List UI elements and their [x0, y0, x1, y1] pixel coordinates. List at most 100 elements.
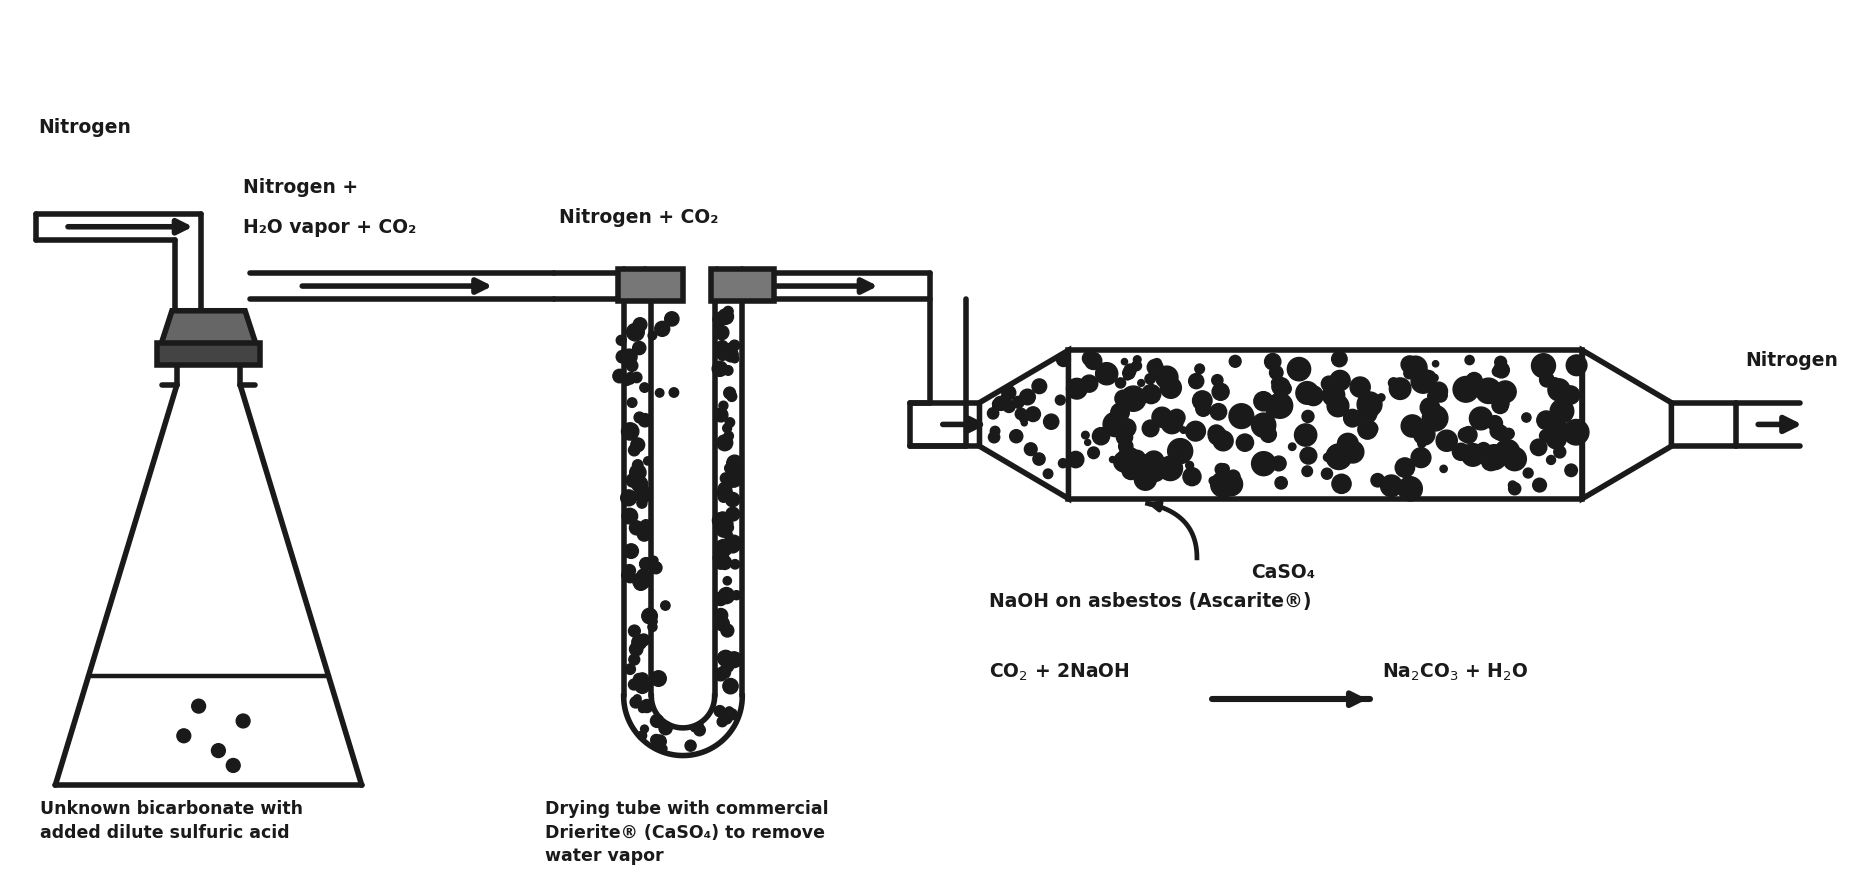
Circle shape — [1430, 374, 1438, 381]
Circle shape — [640, 520, 651, 531]
Circle shape — [723, 424, 732, 433]
Circle shape — [622, 423, 638, 440]
Circle shape — [724, 535, 741, 552]
Circle shape — [992, 399, 1002, 409]
Circle shape — [723, 366, 734, 375]
Circle shape — [1481, 452, 1499, 471]
Bar — [1069, 351, 1582, 499]
Circle shape — [1546, 429, 1567, 449]
Circle shape — [1423, 371, 1436, 383]
Circle shape — [636, 527, 651, 541]
Circle shape — [715, 616, 730, 630]
Circle shape — [1067, 451, 1084, 468]
Circle shape — [1494, 362, 1509, 378]
Circle shape — [1209, 477, 1217, 485]
Circle shape — [717, 717, 728, 727]
Circle shape — [1413, 424, 1436, 445]
Circle shape — [719, 482, 732, 495]
Bar — [618, 269, 683, 301]
Circle shape — [1151, 407, 1172, 427]
Circle shape — [1252, 413, 1277, 437]
Circle shape — [723, 678, 738, 694]
Circle shape — [1537, 411, 1556, 429]
Circle shape — [1265, 353, 1280, 370]
Circle shape — [1056, 352, 1071, 366]
Circle shape — [1144, 451, 1164, 472]
Circle shape — [668, 388, 680, 397]
Circle shape — [1411, 448, 1430, 468]
Circle shape — [730, 355, 739, 363]
Circle shape — [655, 389, 665, 397]
Circle shape — [719, 652, 728, 662]
Circle shape — [650, 556, 659, 564]
Circle shape — [627, 398, 636, 407]
Circle shape — [633, 318, 648, 331]
Circle shape — [1434, 389, 1447, 402]
Circle shape — [1155, 366, 1177, 389]
Circle shape — [726, 392, 738, 402]
Circle shape — [717, 666, 730, 679]
Circle shape — [730, 340, 739, 351]
Circle shape — [1565, 464, 1578, 477]
Circle shape — [1134, 468, 1157, 490]
Circle shape — [1301, 466, 1312, 477]
Circle shape — [1067, 378, 1088, 399]
Circle shape — [631, 697, 642, 708]
Circle shape — [638, 705, 646, 713]
Circle shape — [1400, 356, 1419, 373]
Circle shape — [1380, 475, 1402, 496]
Circle shape — [713, 608, 728, 623]
Circle shape — [717, 434, 732, 450]
Circle shape — [1275, 389, 1286, 400]
Circle shape — [1056, 395, 1065, 405]
Circle shape — [1496, 440, 1520, 464]
Circle shape — [1494, 357, 1507, 368]
Circle shape — [1002, 386, 1016, 400]
Circle shape — [176, 728, 191, 743]
Circle shape — [717, 512, 730, 525]
Circle shape — [1179, 426, 1187, 434]
Circle shape — [685, 740, 696, 751]
Circle shape — [1168, 410, 1185, 426]
Circle shape — [1121, 386, 1146, 411]
Circle shape — [691, 725, 698, 731]
Circle shape — [695, 724, 706, 736]
Circle shape — [1533, 479, 1546, 492]
Circle shape — [622, 570, 633, 581]
Circle shape — [625, 473, 640, 487]
Circle shape — [191, 699, 206, 713]
Circle shape — [1466, 373, 1483, 389]
Circle shape — [1185, 462, 1194, 469]
Circle shape — [726, 479, 736, 487]
Circle shape — [1080, 375, 1097, 392]
Circle shape — [1183, 468, 1202, 486]
Circle shape — [1404, 367, 1415, 379]
Circle shape — [1269, 397, 1277, 404]
Circle shape — [616, 336, 627, 345]
Circle shape — [1043, 469, 1052, 479]
Circle shape — [713, 592, 726, 606]
Circle shape — [1226, 470, 1239, 484]
Circle shape — [1563, 419, 1589, 445]
Circle shape — [1084, 440, 1091, 445]
Circle shape — [638, 634, 650, 645]
Circle shape — [625, 664, 635, 675]
Circle shape — [636, 570, 650, 582]
Circle shape — [1432, 360, 1440, 367]
Circle shape — [1116, 429, 1133, 445]
Circle shape — [730, 560, 739, 569]
Circle shape — [1116, 390, 1133, 407]
Circle shape — [636, 498, 648, 508]
Circle shape — [665, 312, 680, 326]
Circle shape — [726, 709, 738, 720]
Circle shape — [623, 564, 635, 577]
Circle shape — [721, 713, 732, 724]
Circle shape — [625, 374, 635, 384]
Circle shape — [1138, 380, 1144, 387]
Circle shape — [1142, 384, 1161, 404]
Circle shape — [1322, 376, 1337, 391]
Circle shape — [1404, 479, 1413, 489]
Circle shape — [627, 323, 644, 341]
Circle shape — [661, 601, 670, 610]
Circle shape — [1561, 386, 1580, 404]
